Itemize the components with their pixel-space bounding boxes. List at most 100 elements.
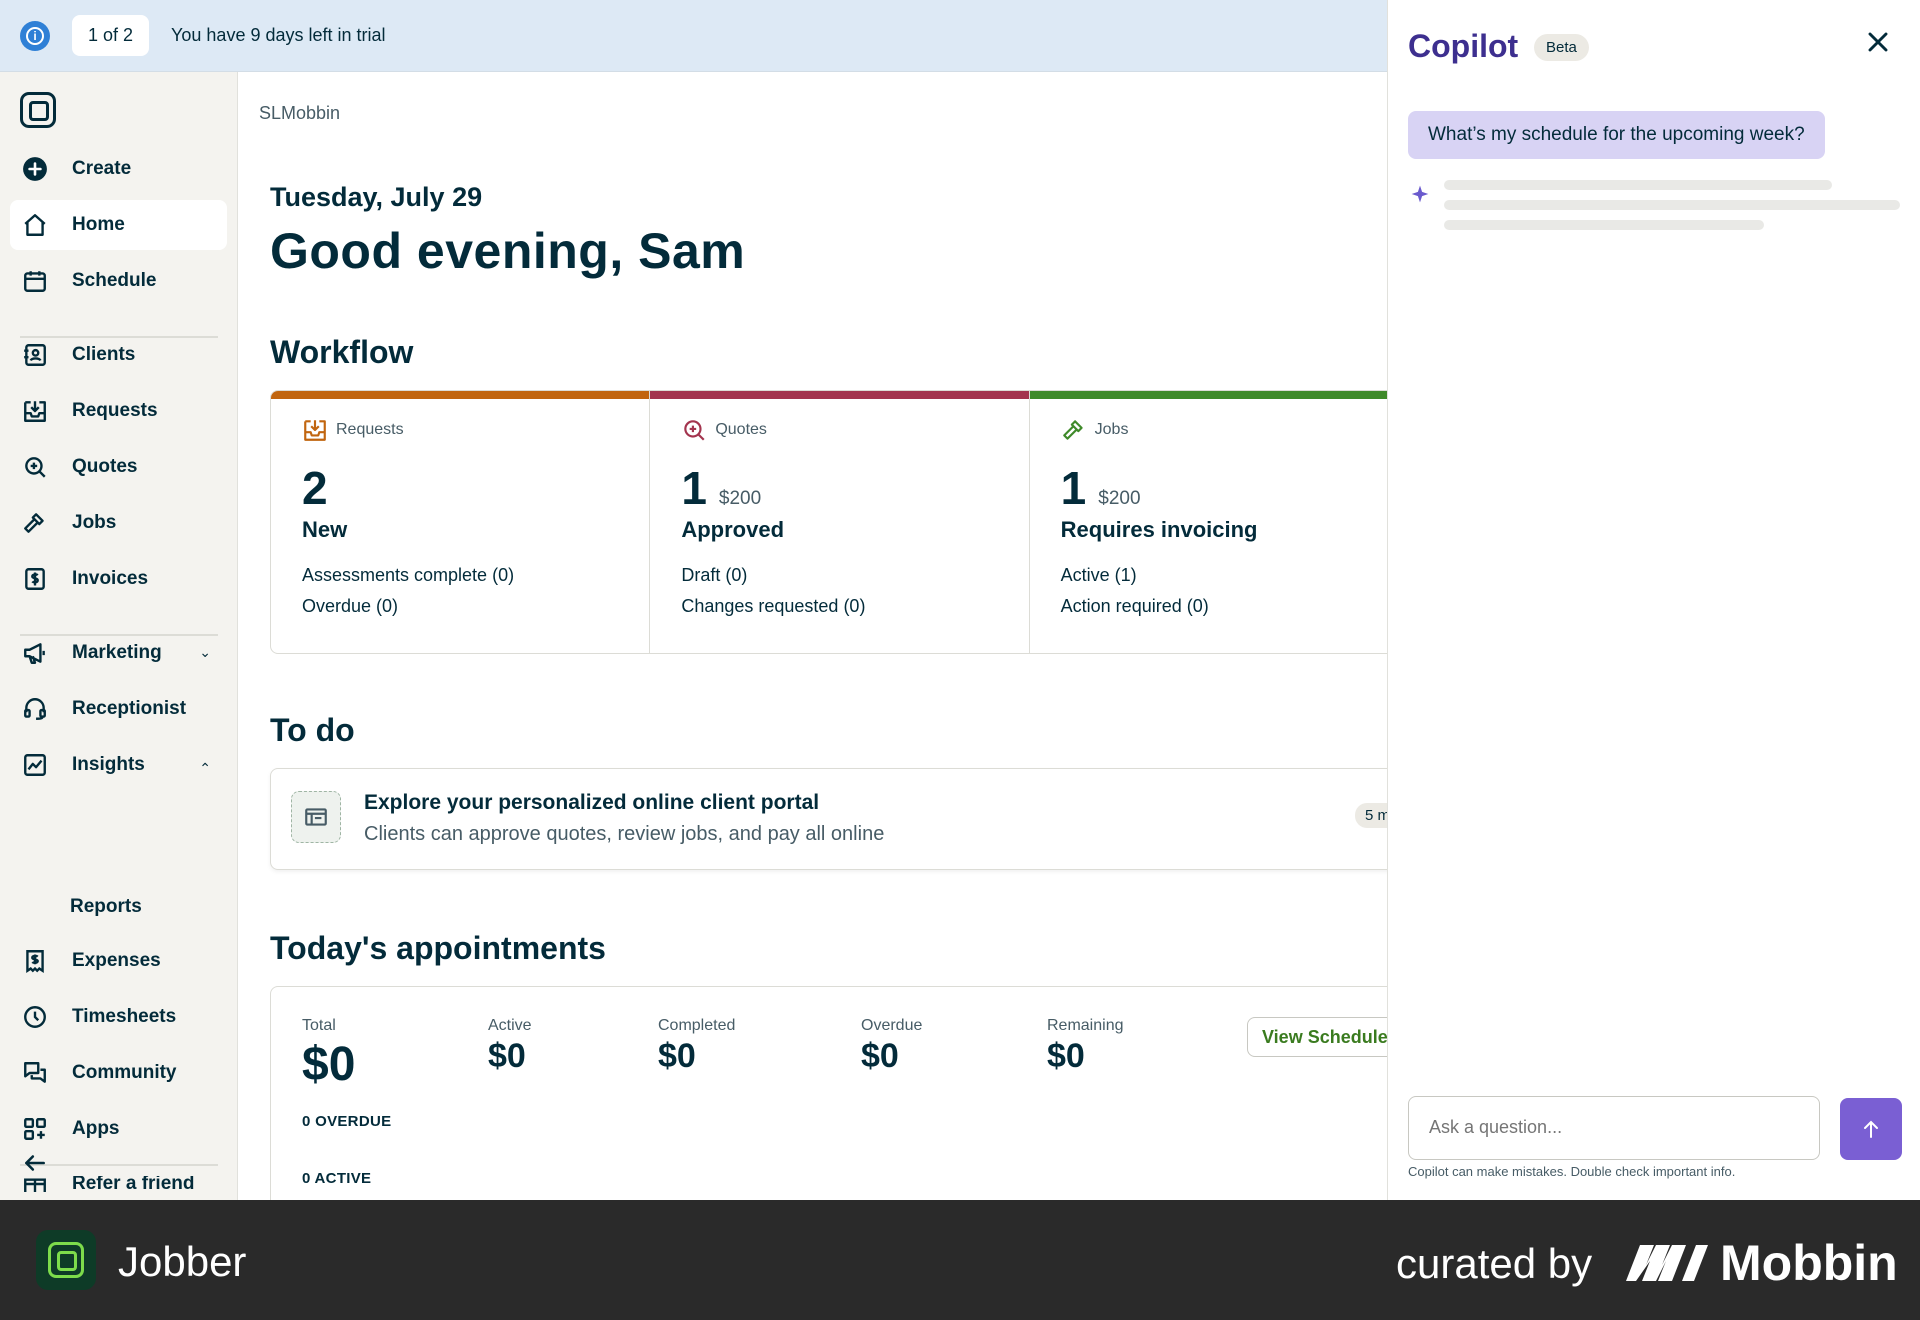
arrow-up-icon <box>1864 1120 1878 1138</box>
workflow-title: Requests <box>336 421 404 438</box>
breadcrumb[interactable]: SLMobbin <box>259 103 341 123</box>
sidebar-item-home[interactable]: Home <box>10 200 227 250</box>
sidebar-item-label: Quotes <box>72 456 138 477</box>
jobber-logo[interactable] <box>20 92 56 128</box>
page-date: Tuesday, July 29 <box>270 182 483 212</box>
stat-value: $0 <box>302 1038 356 1091</box>
workflow-count: 1 <box>681 462 707 514</box>
app-name: Jobber <box>118 1238 247 1285</box>
main-content: SLMobbin Tuesday, July 29 Good evening, … <box>238 72 1387 1200</box>
workflow-line[interactable]: Assessments complete (0) <box>302 565 515 585</box>
sidebar-item-label: Apps <box>72 1118 120 1139</box>
inbox-icon <box>22 398 48 424</box>
requests-color-bar <box>271 391 650 399</box>
sidebar-item-requests[interactable]: Requests <box>10 386 227 436</box>
stat-label: Completed <box>658 1017 736 1034</box>
sidebar-item-label: Home <box>72 214 125 235</box>
workflow-requests[interactable]: Requests 2 New Assessments complete (0) … <box>271 391 651 653</box>
mobbin-wordmark: Mobbin <box>1720 1235 1898 1291</box>
sidebar-item-jobs[interactable]: Jobs <box>10 498 227 548</box>
workflow-quotes[interactable]: Quotes 1 $200 Approved Draft (0) Changes … <box>650 391 1030 653</box>
workflow-jobs[interactable]: Jobs 1 $200 Requires invoicing Active (1)… <box>1029 391 1387 653</box>
sidebar-item-reports[interactable]: Reports <box>70 896 142 917</box>
chevron-down-icon[interactable]: ⌄ <box>199 644 211 660</box>
sidebar-item-label: Refer a friend <box>72 1176 195 1192</box>
view-schedule-button[interactable]: View Schedule <box>1247 1017 1387 1057</box>
workflow-line[interactable]: Changes requested (0) <box>681 596 866 616</box>
banner-pager[interactable]: 1 of 2 <box>72 15 150 56</box>
copilot-panel: Copilot Beta What’s my schedule for the … <box>1387 0 1920 1200</box>
sidebar-item-community[interactable]: Community <box>10 1048 227 1098</box>
sidebar-item-receptionist[interactable]: Receptionist <box>10 684 227 734</box>
workflow-line[interactable]: Action required (0) <box>1060 596 1209 616</box>
workflow-line[interactable]: Active (1) <box>1060 565 1137 585</box>
sidebar-item-clients[interactable]: Clients <box>10 330 227 380</box>
sidebar-item-label: Requests <box>72 400 158 421</box>
workflow-count: 1 <box>1060 462 1087 514</box>
apps-icon <box>22 1116 48 1142</box>
arrow-left-icon[interactable] <box>22 1150 48 1176</box>
stat-value: $0 <box>658 1037 696 1075</box>
workflow-status: Requires invoicing <box>1060 517 1258 542</box>
sidebar-item-marketing[interactable]: Marketing ⌄ <box>10 628 227 678</box>
sidebar: Create Home Schedule Clients Requests Qu… <box>0 72 238 1200</box>
sidebar-divider <box>20 1164 218 1166</box>
appointment-active: Active $0 <box>488 1017 532 1076</box>
stat-label: Total <box>302 1017 336 1034</box>
sidebar-item-expenses[interactable]: Expenses <box>10 936 227 986</box>
sidebar-item-label: Jobs <box>72 512 117 533</box>
stat-value: $0 <box>861 1037 899 1075</box>
sidebar-item-schedule[interactable]: Schedule <box>10 256 227 306</box>
plus-circle-icon <box>22 156 48 182</box>
todo-card[interactable]: Explore your personalized online client … <box>270 768 1387 870</box>
page-title: Good evening, Sam <box>270 223 746 279</box>
portal-icon <box>291 791 341 843</box>
quote-icon <box>22 454 48 480</box>
todo-title: Explore your personalized online client … <box>364 791 820 814</box>
workflow-amount: $200 <box>1098 488 1141 509</box>
loading-skeleton <box>1444 200 1900 210</box>
sidebar-item-label: Expenses <box>72 950 161 971</box>
stat-label: Active <box>488 1017 532 1034</box>
sidebar-item-quotes[interactable]: Quotes <box>10 442 227 492</box>
sidebar-item-label: Create <box>72 158 132 179</box>
copilot-title: Copilot <box>1408 28 1519 64</box>
user-question-bubble: What’s my schedule for the upcoming week… <box>1408 111 1825 159</box>
todo-description: Clients can approve quotes, review jobs,… <box>364 823 885 845</box>
gift-icon <box>22 1176 48 1192</box>
close-icon[interactable] <box>1862 26 1894 58</box>
todo-time-badge: 5 minut <box>1355 803 1387 828</box>
trial-banner: i 1 of 2 You have 9 days left in trial <box>0 0 1387 72</box>
calendar-icon <box>22 268 48 294</box>
chevron-up-icon[interactable]: ⌃ <box>199 760 211 776</box>
sidebar-item-timesheets[interactable]: Timesheets <box>10 992 227 1042</box>
sidebar-divider <box>20 336 218 338</box>
ask-question-input[interactable] <box>1408 1096 1820 1160</box>
sidebar-item-label: Clients <box>72 344 136 365</box>
sidebar-item-refer[interactable]: Refer a friend <box>10 1176 227 1192</box>
appointment-remaining: Remaining $0 <box>1047 1017 1123 1076</box>
inbox-icon <box>304 420 326 441</box>
mobbin-mark-icon <box>1626 1245 1708 1281</box>
sidebar-item-label: Receptionist <box>72 698 187 719</box>
chat-icon <box>22 1060 48 1086</box>
sidebar-item-create[interactable]: Create <box>10 144 227 194</box>
jobs-color-bar <box>1029 391 1387 399</box>
loading-skeleton <box>1444 180 1832 190</box>
workflow-status: New <box>302 517 348 542</box>
quotes-color-bar <box>650 391 1029 399</box>
todo-heading: To do <box>270 712 355 748</box>
sidebar-item-invoices[interactable]: Invoices <box>10 554 227 604</box>
footer-bar: Jobber curated by Mobbin <box>0 1200 1920 1320</box>
sidebar-item-label: Community <box>72 1062 177 1083</box>
send-button[interactable] <box>1840 1098 1902 1160</box>
sidebar-item-insights[interactable]: Insights ⌃ <box>10 740 227 790</box>
stat-value: $0 <box>1047 1037 1085 1075</box>
workflow-line[interactable]: Draft (0) <box>681 565 748 585</box>
sidebar-item-apps[interactable]: Apps <box>10 1104 227 1154</box>
workflow-card: Requests 2 New Assessments complete (0) … <box>270 390 1387 654</box>
workflow-line[interactable]: Overdue (0) <box>302 596 399 616</box>
workflow-amount: $200 <box>718 488 762 509</box>
appointment-overdue: Overdue $0 <box>861 1017 922 1076</box>
trial-message: You have 9 days left in trial <box>171 25 386 45</box>
